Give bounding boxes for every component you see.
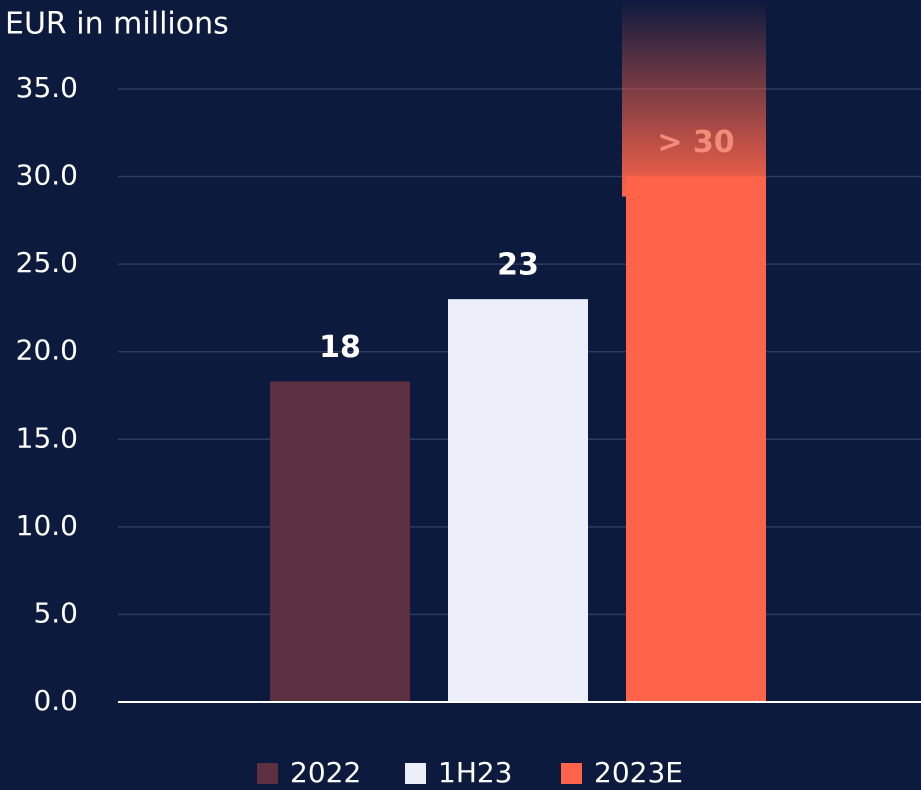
bar xyxy=(626,176,766,703)
legend-swatch xyxy=(257,763,278,784)
y-tick-label: 25.0 xyxy=(16,246,78,279)
y-tick-label: 0.0 xyxy=(33,684,78,717)
legend-swatch xyxy=(405,763,426,784)
y-tick-label: 30.0 xyxy=(16,159,78,192)
axis-title: EUR in millions xyxy=(5,7,229,42)
value-label: 23 xyxy=(497,248,539,283)
legend-swatch xyxy=(561,763,582,784)
y-tick-label: 10.0 xyxy=(16,509,78,542)
y-tick-label: 15.0 xyxy=(16,421,78,454)
value-label: 18 xyxy=(319,330,361,365)
y-tick-label: 5.0 xyxy=(33,596,78,629)
value-label: > 30 xyxy=(657,125,734,160)
y-tick-label: 35.0 xyxy=(16,71,78,104)
legend-label: 2022 xyxy=(290,756,361,789)
y-tick-label: 20.0 xyxy=(16,334,78,367)
legend-label: 2023E xyxy=(594,756,683,789)
bar-extension xyxy=(622,0,766,197)
bar xyxy=(448,299,588,702)
legend-label: 1H23 xyxy=(438,756,513,789)
bar xyxy=(270,381,410,702)
